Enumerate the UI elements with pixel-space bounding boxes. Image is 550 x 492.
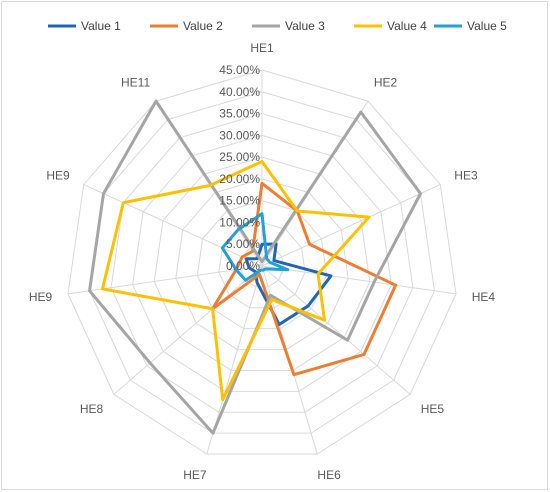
legend-label-5: Value 5 (467, 19, 507, 33)
category-label: HE5 (421, 402, 445, 416)
category-labels: HE1 HE2 HE3 HE4 HE5 HE6 HE7 HE8 HE9 HE9 HE11 (29, 41, 496, 482)
radial-tick-label: 10.00% (219, 215, 260, 229)
series-line-5 (220, 212, 290, 282)
series-line-4 (100, 159, 371, 402)
grid-spoke (67, 265, 263, 295)
category-label: HE1 (250, 41, 274, 55)
radial-tick-label: 35.00% (219, 107, 260, 121)
grid-ring (110, 113, 414, 413)
category-label: HE9 (29, 290, 53, 304)
grid-spoke (261, 184, 441, 267)
radial-tick-label: 30.00% (219, 128, 260, 142)
series-line-2 (211, 181, 398, 377)
radial-tick-label: 15.00% (219, 194, 260, 208)
category-label: HE2 (374, 76, 398, 90)
category-label: HE3 (454, 168, 478, 182)
legend-label-1: Value 1 (81, 19, 121, 33)
category-label: HE8 (80, 402, 104, 416)
radial-tick-label: 45.00% (219, 63, 260, 77)
category-label: HE7 (183, 468, 207, 482)
grid-spoke (83, 184, 263, 267)
radial-tick-label: 20.00% (219, 172, 260, 186)
radial-tick-label: 5.00% (226, 237, 260, 251)
grid-spoke (261, 265, 457, 295)
radial-tick-label: 40.00% (219, 85, 260, 99)
category-label: HE6 (317, 468, 341, 482)
grid-ring (132, 134, 392, 392)
legend-label-2: Value 2 (183, 19, 223, 33)
radial-tick-labels: 0.00% 5.00% 10.00% 15.00% 20.00% 25.00% 30.00%… (219, 63, 260, 273)
legend-label-3: Value 3 (285, 19, 325, 33)
grid-ring (153, 156, 371, 371)
series-group (88, 99, 422, 435)
legend-label-4: Value 4 (387, 19, 427, 33)
category-label: HE11 (121, 76, 150, 90)
radial-tick-label: 0.00% (226, 259, 260, 273)
category-label: HE9 (46, 168, 70, 182)
grid-spoke (261, 265, 411, 395)
grid-ring (67, 69, 457, 455)
grid-ring (196, 200, 328, 330)
legend: Value 1 Value 2 Value 3 Value 4 Value 5 (48, 19, 507, 33)
radial-tick-label: 25.00% (219, 150, 260, 164)
category-label: HE4 (472, 290, 496, 304)
grid-ring (175, 178, 349, 351)
grid-spoke (113, 265, 263, 395)
